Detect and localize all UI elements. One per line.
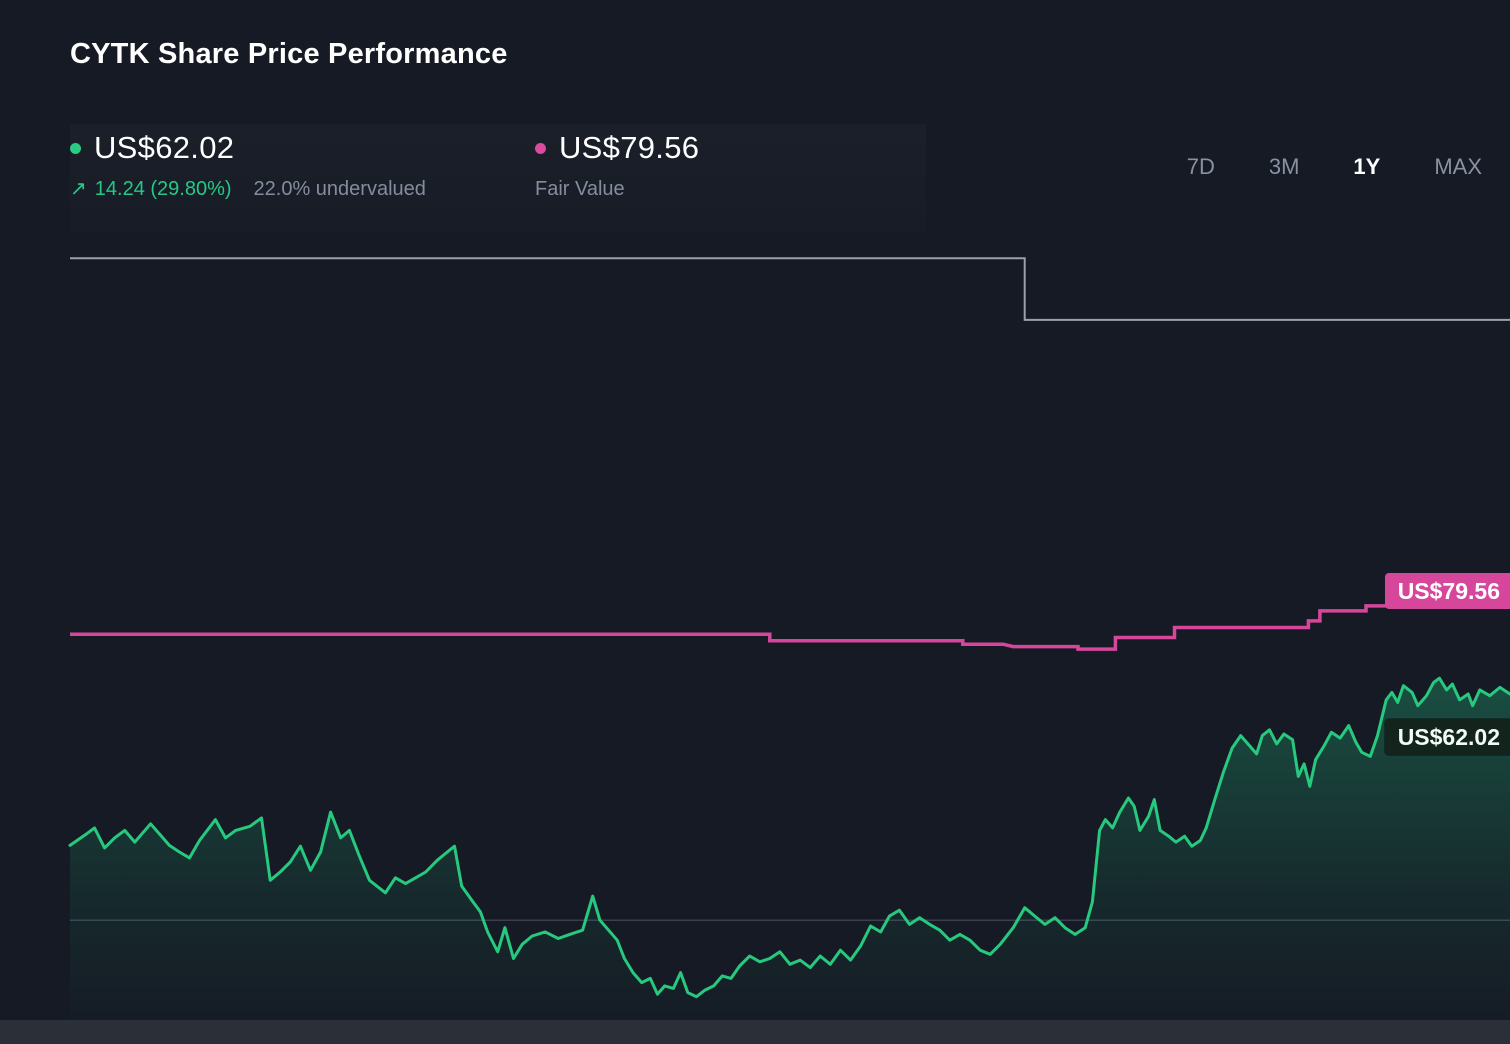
fair-value-legend: US$79.56 Fair Value bbox=[535, 130, 699, 201]
range-selector: 7D 3M 1Y MAX bbox=[1187, 150, 1482, 184]
current-price-value: US$62.02 bbox=[94, 130, 235, 165]
share-price-area bbox=[70, 678, 1510, 1020]
price-legend: US$62.02 ↗ 14.24 (29.80%) 22.0% underval… bbox=[70, 130, 699, 201]
current-price-badge: US$62.02 bbox=[1384, 719, 1510, 756]
range-button-3m[interactable]: 3M bbox=[1269, 150, 1300, 184]
page-title: CYTK Share Price Performance bbox=[70, 38, 508, 70]
range-button-1y[interactable]: 1Y bbox=[1353, 150, 1380, 184]
legend-background bbox=[70, 124, 926, 232]
current-price-dot-icon bbox=[70, 142, 81, 154]
range-button-7d[interactable]: 7D bbox=[1187, 150, 1215, 184]
undervalued-label: 22.0% undervalued bbox=[253, 178, 426, 200]
fair-value-badge: US$79.56 bbox=[1384, 573, 1510, 610]
fair-value-dot-icon bbox=[535, 142, 546, 154]
fair-value-label: Fair Value bbox=[535, 178, 625, 200]
range-button-max[interactable]: MAX bbox=[1434, 150, 1482, 184]
share-price-line bbox=[68, 676, 1510, 999]
upper-band-line bbox=[70, 257, 1510, 321]
bottom-strip bbox=[0, 1020, 1510, 1044]
fair-value-amount: US$79.56 bbox=[559, 130, 700, 165]
price-change: 14.24 (29.80%) bbox=[94, 178, 232, 200]
fair-value-line bbox=[70, 589, 1510, 651]
current-price-legend: US$62.02 ↗ 14.24 (29.80%) 22.0% underval… bbox=[70, 130, 535, 201]
trend-up-arrow-icon: ↗ bbox=[70, 178, 87, 200]
